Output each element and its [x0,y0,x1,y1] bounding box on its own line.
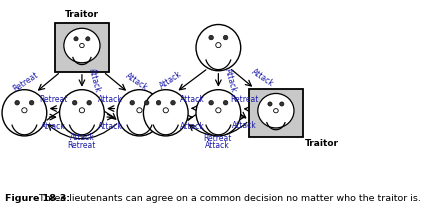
Text: Attack: Attack [41,122,66,131]
Ellipse shape [258,94,294,128]
Text: Three lieutenants can agree on a common decision no matter who the traitor is.: Three lieutenants can agree on a common … [36,194,421,203]
Bar [249,89,303,137]
Text: Retreat: Retreat [11,71,40,94]
Text: Attack: Attack [87,68,102,94]
Text: Attack: Attack [180,95,204,104]
Text: Attack: Attack [250,68,276,89]
Ellipse shape [86,37,90,41]
Text: Attack: Attack [232,121,257,130]
Ellipse shape [80,43,84,48]
Text: Figure 18.3:: Figure 18.3: [5,194,70,203]
Ellipse shape [137,108,142,113]
Text: Attack: Attack [223,67,238,93]
Text: Attack: Attack [205,141,230,150]
Text: Retreat: Retreat [231,95,259,104]
Ellipse shape [2,90,47,136]
Ellipse shape [216,43,221,48]
Ellipse shape [209,35,214,40]
Ellipse shape [216,108,221,113]
Ellipse shape [223,35,228,40]
Ellipse shape [280,102,284,106]
Ellipse shape [22,108,27,113]
Text: Retreat: Retreat [203,134,232,143]
Ellipse shape [268,102,272,106]
Ellipse shape [74,37,78,41]
Text: Attack: Attack [158,70,184,91]
Ellipse shape [79,108,85,113]
Ellipse shape [87,100,91,105]
Ellipse shape [60,90,104,136]
Text: Retreat: Retreat [68,141,96,150]
Ellipse shape [117,90,162,136]
Ellipse shape [130,100,135,105]
Ellipse shape [144,100,149,105]
Ellipse shape [156,100,161,105]
Text: Attack: Attack [180,122,204,131]
Ellipse shape [163,108,168,113]
Text: Attack: Attack [124,72,150,93]
Ellipse shape [196,24,241,71]
Text: Retreat: Retreat [39,95,67,104]
Ellipse shape [29,100,34,105]
Ellipse shape [64,28,100,63]
Text: Traitor: Traitor [305,139,338,148]
Ellipse shape [223,100,228,105]
Ellipse shape [274,109,278,113]
Ellipse shape [143,90,188,136]
Bar [55,23,109,72]
Ellipse shape [171,100,175,105]
Ellipse shape [15,100,19,105]
Ellipse shape [196,90,241,136]
Text: Attack: Attack [98,95,123,104]
Text: Attack: Attack [98,122,123,131]
Ellipse shape [72,100,77,105]
Ellipse shape [209,100,214,105]
Text: Traitor: Traitor [65,10,99,19]
Text: Attack: Attack [69,134,94,142]
